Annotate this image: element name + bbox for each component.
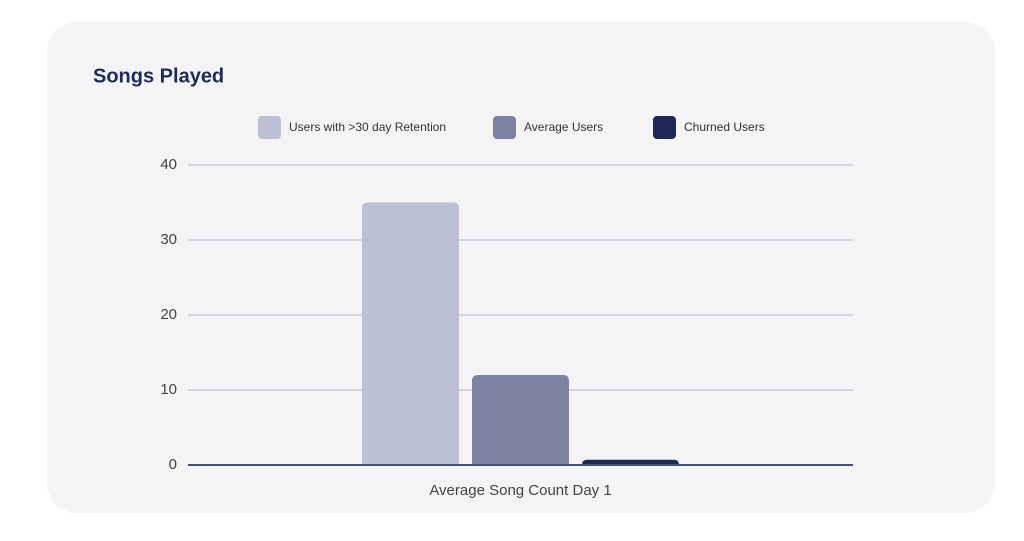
bar	[582, 459, 679, 465]
chart-title: Songs Played	[93, 65, 224, 87]
y-tick-label: 30	[160, 231, 177, 248]
y-tick-label: 20	[160, 306, 177, 323]
legend-swatch	[493, 116, 516, 139]
bar	[362, 202, 459, 465]
legend-label: Users with >30 day Retention	[289, 120, 446, 134]
legend-label: Churned Users	[684, 120, 765, 134]
y-tick-label: 40	[160, 156, 177, 173]
legend-swatch	[258, 116, 281, 139]
bar	[472, 375, 569, 465]
y-tick-label: 0	[169, 456, 177, 473]
x-tick-label: Average Song Count Day 1	[429, 482, 611, 499]
y-tick-label: 10	[160, 381, 177, 398]
legend-swatch	[653, 116, 676, 139]
legend-label: Average Users	[524, 120, 603, 134]
